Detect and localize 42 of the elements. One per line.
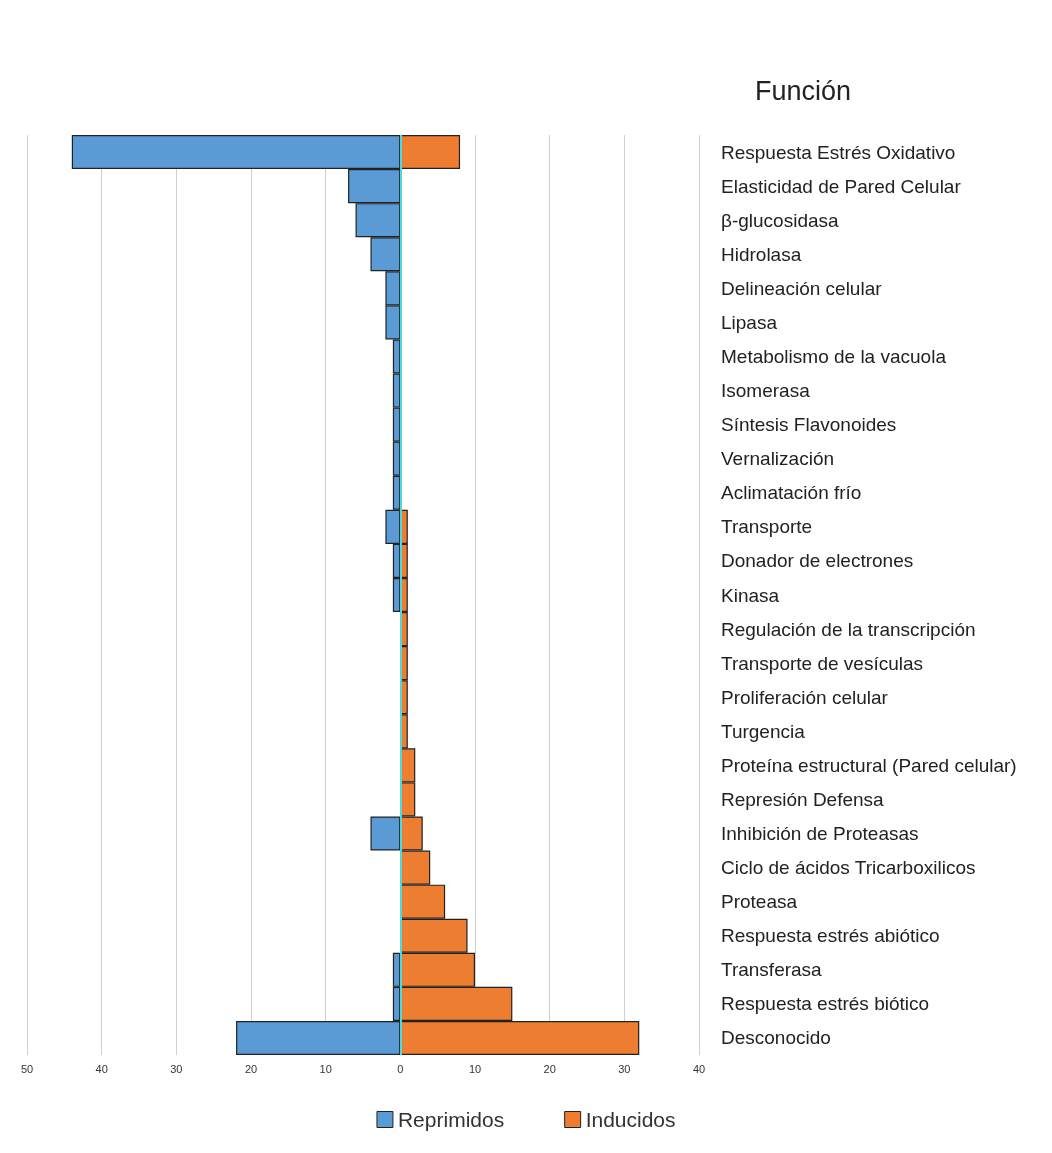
text: Función bbox=[755, 75, 852, 106]
y-tick-label: Regulación de la transcripción bbox=[721, 618, 976, 640]
y-tick-label: Turgencia bbox=[721, 720, 806, 742]
x-tick-label: 50 bbox=[20, 1062, 34, 1075]
y-tick-label: Síntesis Flavonoides bbox=[721, 414, 897, 436]
y-tick-label: Respuesta Estrés Oxidativo bbox=[721, 141, 956, 163]
y-tick-label: Proliferación celular bbox=[721, 686, 889, 708]
y-tick-label: Inhibición de Proteasas bbox=[721, 823, 919, 845]
y-tick-label: Desconocido bbox=[721, 1027, 831, 1049]
y-tick-label: Kinasa bbox=[721, 584, 780, 606]
x-tick-label: 10 bbox=[319, 1062, 332, 1075]
y-tick-label: Hidrolasa bbox=[721, 243, 802, 265]
y-tick-label: Metabolismo de la vacuola bbox=[721, 345, 947, 367]
x-tick-label: 0 bbox=[397, 1062, 404, 1075]
y-tick-label: Ciclo de ácidos Tricarboxilicos bbox=[721, 857, 976, 879]
y-tick-label: Delineación celular bbox=[721, 277, 883, 299]
y-tick-label: β-glucosidasa bbox=[721, 209, 840, 231]
y-tick-label: Transferasa bbox=[721, 959, 823, 981]
y-tick-label: Proteína estructural (Pared celular) bbox=[721, 754, 1017, 776]
y-tick-label: Donador de electrones bbox=[721, 550, 914, 572]
y-tick-label: Isomerasa bbox=[721, 380, 811, 402]
y-tick-label: Vernalización bbox=[721, 448, 835, 470]
x-tick-label: 10 bbox=[468, 1062, 482, 1075]
bar bbox=[370, 816, 401, 851]
x-tick-label: 40 bbox=[692, 1062, 706, 1075]
legend-label: Reprimidos bbox=[397, 1108, 505, 1131]
y-tick-label: Respuesta estrés abiótico bbox=[721, 925, 940, 947]
y-tick-label: Represión Defensa bbox=[721, 788, 885, 810]
x-tick-label: 40 bbox=[95, 1062, 108, 1075]
y-tick-label: Transporte bbox=[721, 516, 813, 538]
x-tick-label: 30 bbox=[618, 1062, 631, 1075]
x-tick-label: 20 bbox=[543, 1062, 556, 1075]
y-tick-label: Aclimatación frío bbox=[721, 482, 862, 504]
y-tick-label: Lipasa bbox=[721, 311, 778, 333]
y-tick-label: Respuesta estrés biótico bbox=[721, 993, 930, 1015]
bar bbox=[400, 135, 461, 170]
y-tick-label: Elasticidad de Pared Celular bbox=[721, 175, 962, 197]
legend-label: Inducidos bbox=[585, 1108, 676, 1131]
x-tick-label: 20 bbox=[244, 1062, 258, 1075]
y-tick-label: Transporte de vesículas bbox=[721, 652, 924, 674]
y-tick-label: Proteasa bbox=[721, 891, 798, 913]
x-tick-label: 30 bbox=[170, 1062, 183, 1075]
